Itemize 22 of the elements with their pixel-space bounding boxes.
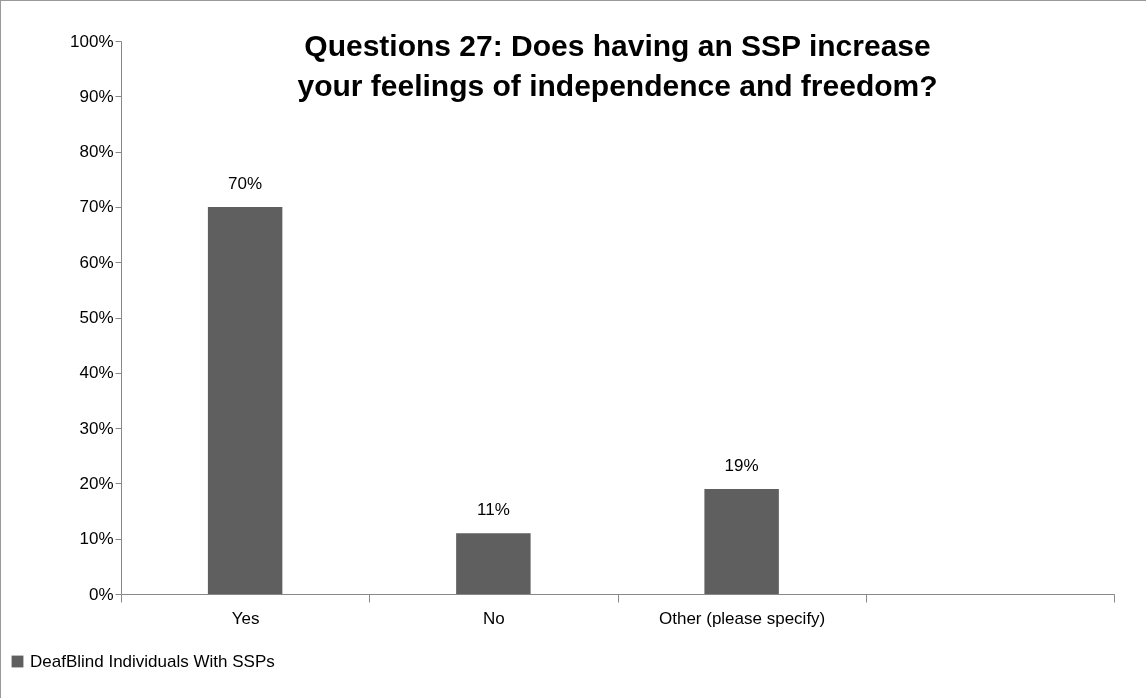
y-tick-label: 70% bbox=[79, 197, 114, 217]
bar bbox=[456, 533, 531, 594]
y-tick-label: 100% bbox=[70, 31, 114, 51]
bar bbox=[704, 488, 779, 594]
x-tick-label: Yes bbox=[231, 608, 260, 628]
y-tick-label: 30% bbox=[79, 418, 114, 438]
legend-label: DeafBlind Individuals With SSPs bbox=[30, 651, 275, 671]
x-tick-label: No bbox=[483, 608, 505, 628]
y-tick-label: 40% bbox=[79, 363, 114, 383]
y-tick-label: 90% bbox=[79, 86, 114, 106]
bar bbox=[207, 206, 283, 594]
data-label: 11% bbox=[476, 500, 510, 520]
y-tick-label: 20% bbox=[79, 473, 114, 493]
data-label: 19% bbox=[724, 455, 759, 475]
data-label: 70% bbox=[228, 173, 263, 193]
y-tick-label: 60% bbox=[79, 252, 114, 272]
y-tick-label: 50% bbox=[79, 308, 114, 327]
x-tick-label: Other (please specify) bbox=[658, 608, 826, 628]
y-tick-label: 80% bbox=[79, 142, 114, 162]
y-tick-label: 0% bbox=[88, 584, 114, 604]
y-tick-label: 10% bbox=[79, 529, 114, 549]
chart-title: Questions 27: Does having an SSP increase your feelings of independence and freedom? bbox=[297, 29, 938, 102]
